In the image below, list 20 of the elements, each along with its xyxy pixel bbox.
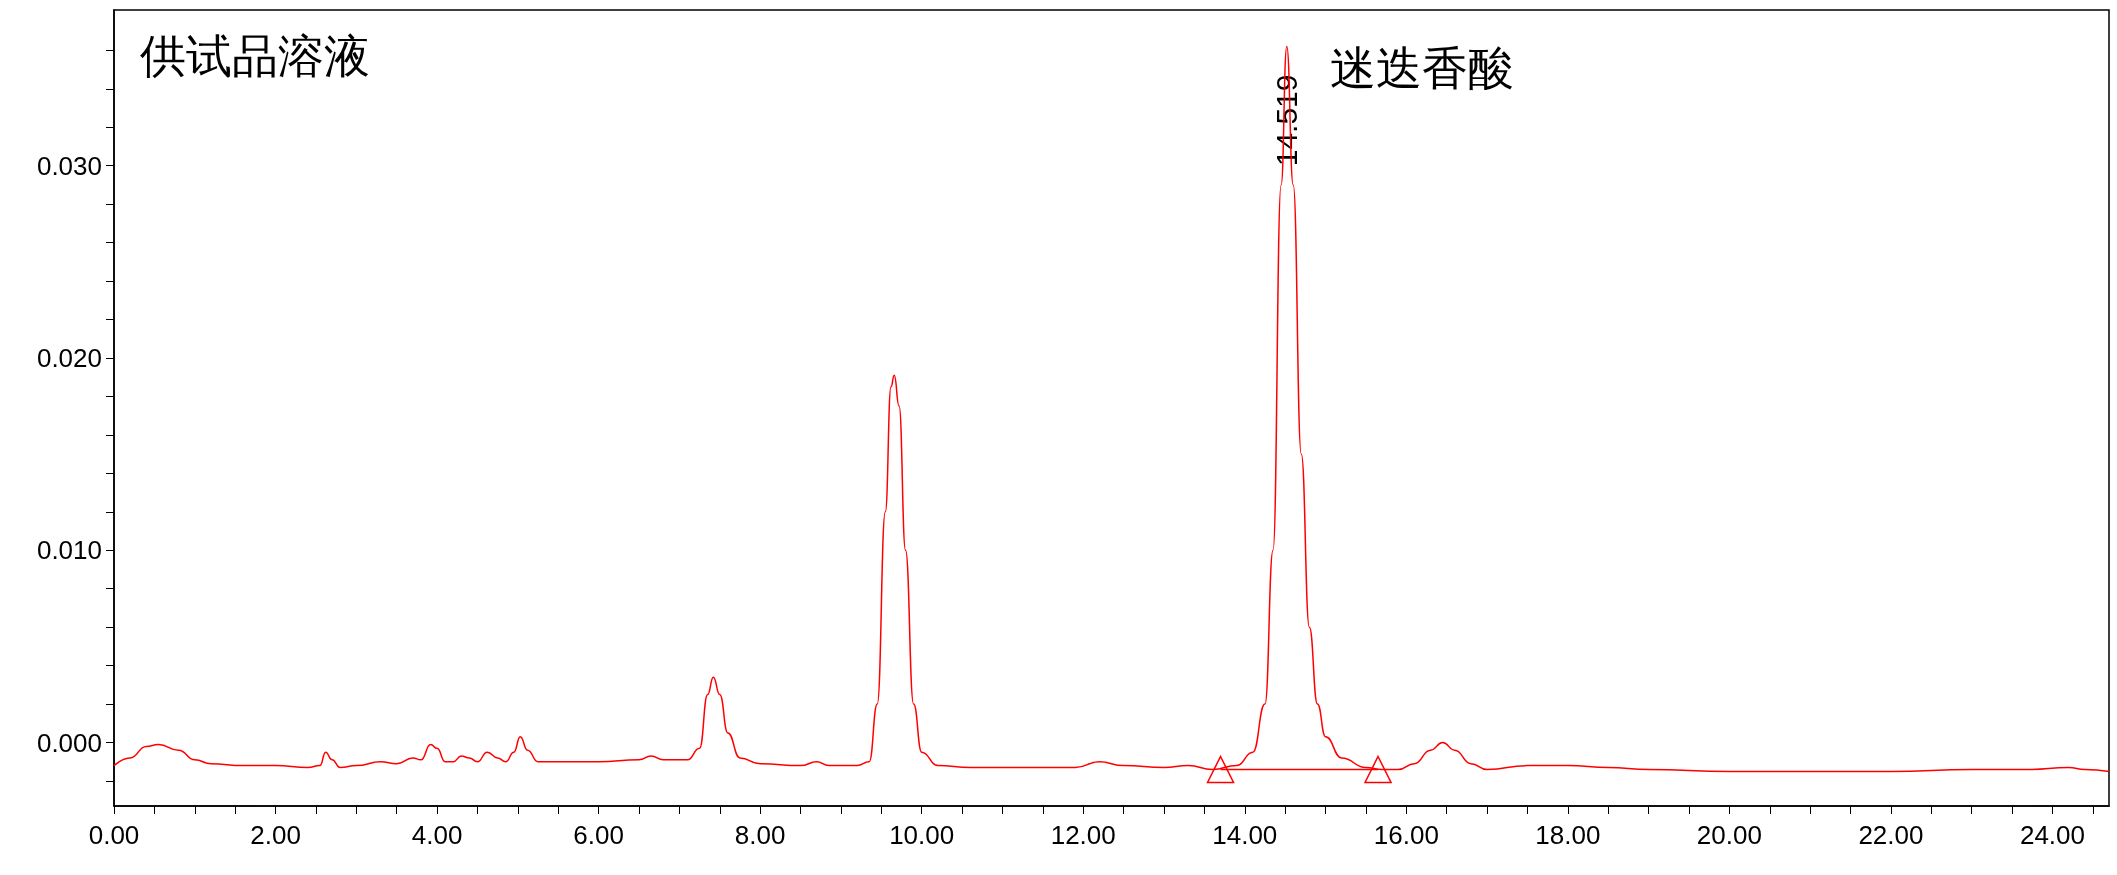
y-tick-label: 0.010 <box>36 535 102 566</box>
y-tick-label: 0.030 <box>36 150 102 181</box>
x-tick-label: 20.00 <box>1696 820 1762 850</box>
x-tick-label: 0.00 <box>88 820 140 850</box>
chart-title: 供试品溶液 <box>140 30 370 82</box>
x-tick-label: 8.00 <box>734 820 786 850</box>
x-tick-label: 10.00 <box>889 820 955 850</box>
y-tick-label: 0.000 <box>36 727 102 758</box>
x-tick-label: 12.00 <box>1050 820 1116 850</box>
x-tick-label: 2.00 <box>250 820 301 850</box>
x-tick-label: 24.00 <box>2019 820 2085 850</box>
x-tick-label: 18.00 <box>1535 820 1601 850</box>
x-tick-label: 16.00 <box>1373 820 1439 850</box>
x-tick-label: 4.00 <box>411 820 463 850</box>
annotation: 14.519 <box>1270 74 1304 167</box>
y-tick-label: 0.020 <box>36 343 102 374</box>
x-tick-label: 6.00 <box>573 820 624 850</box>
x-tick-label: 22.00 <box>1858 820 1924 850</box>
annotation: 迷迭香酸 <box>1330 42 1514 94</box>
x-tick-label: 14.00 <box>1212 820 1278 850</box>
